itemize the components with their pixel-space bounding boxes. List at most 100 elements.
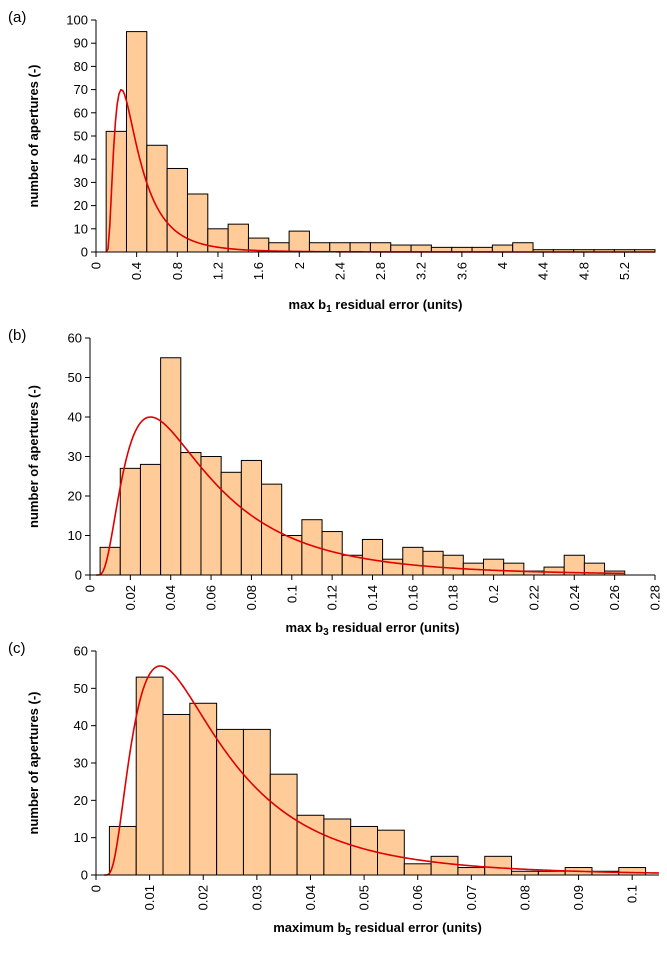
x-tick-label: 0.07	[464, 885, 479, 910]
x-tick-label: 0.8	[170, 262, 185, 280]
histogram-bar	[108, 825, 137, 876]
panel-label: (c)	[8, 640, 26, 657]
histogram-bar	[261, 483, 283, 576]
panel-label: (b)	[8, 327, 26, 344]
x-tick-label: 2	[292, 262, 307, 269]
panel-label: (a)	[8, 9, 26, 26]
y-tick-label: 20	[68, 489, 82, 504]
chart-panel-3: (c) 0 10 20 30 40 50 60 0 0.01 0.02 0.03 0.04 0.05 0.0…	[8, 640, 660, 938]
y-tick-label: 30	[74, 756, 88, 771]
histogram-bar	[369, 242, 392, 253]
x-tick-label: 0.05	[357, 885, 372, 910]
histogram-bar	[491, 244, 514, 253]
x-tick-label: 0.28	[648, 585, 663, 610]
x-tick-label: 1.6	[251, 262, 266, 280]
histogram-bar	[457, 867, 486, 876]
histogram-bar	[537, 870, 566, 876]
histogram-bar	[430, 855, 459, 876]
histogram-bar	[220, 471, 242, 576]
x-tick-label: 0.26	[607, 585, 622, 610]
x-tick-label: 2.4	[332, 262, 347, 280]
histogram-bar	[135, 676, 164, 876]
histogram-bar	[162, 713, 191, 876]
histogram-bar	[139, 463, 162, 576]
x-tick-label: 0.1	[625, 885, 640, 903]
x-tick-label: 0.09	[571, 885, 586, 910]
x-tick-label: 0.04	[163, 585, 178, 610]
y-tick-label: 30	[74, 175, 88, 190]
x-tick-label: 0.02	[196, 885, 211, 910]
histogram-bar	[216, 728, 244, 876]
histogram-bar	[160, 357, 182, 576]
x-axis-label: maximum b5 residual error (units)	[273, 920, 482, 938]
y-tick-label: 40	[68, 410, 82, 425]
x-tick-label: 3.2	[414, 262, 429, 280]
x-tick-label: 0	[89, 885, 104, 892]
y-tick-label: 60	[74, 644, 88, 659]
x-tick-label: 0.04	[303, 885, 318, 910]
histogram-bar	[543, 566, 565, 576]
chart-panel-2: (b) 0 10 20 30 40 50 60 0 0.02 0.04 0.06 0.08 0.1 0.12…	[8, 327, 663, 638]
histogram-bar	[484, 855, 513, 876]
y-axis-label: number of apertures (-)	[26, 691, 41, 834]
x-tick-label: 0.14	[365, 585, 380, 610]
x-tick-label: 0.24	[567, 585, 582, 610]
chart-panel-1: (a) 0 10 20 30 40 50 60 70 80 90 100 0 0.4 0.8 1.2 1.6 2 2…	[8, 9, 656, 315]
x-tick-label: 0.01	[142, 885, 157, 910]
x-tick-label: 0.12	[325, 585, 340, 610]
x-axis-label: max b3 residual error (units)	[286, 620, 460, 638]
x-tick-label: 1.2	[210, 262, 225, 280]
y-tick-label: 70	[74, 82, 88, 97]
histogram-bar	[146, 144, 168, 253]
histogram-bar	[227, 223, 249, 253]
histogram-bar	[422, 550, 444, 576]
histogram-bar	[323, 818, 352, 876]
y-tick-label: 10	[74, 221, 88, 236]
histogram-bar	[618, 867, 647, 876]
histogram-bar	[511, 870, 539, 876]
x-tick-label: 0.16	[405, 585, 420, 610]
y-tick-label: 0	[75, 568, 82, 583]
histogram-bar	[125, 31, 148, 253]
histogram-bar	[119, 467, 141, 576]
x-tick-label: 0.06	[204, 585, 219, 610]
histogram-bar	[442, 554, 464, 576]
histogram-bar	[200, 456, 222, 576]
histogram-bar	[296, 814, 325, 876]
y-tick-label: 90	[74, 36, 88, 51]
histogram-bar	[180, 452, 202, 576]
x-tick-label: 0.06	[410, 885, 425, 910]
histogram-bar	[482, 558, 505, 576]
y-tick-label: 40	[74, 152, 88, 167]
histogram-bar	[189, 702, 218, 876]
x-tick-label: 0.22	[526, 585, 541, 610]
x-tick-label: 2.8	[373, 262, 388, 280]
x-axis-label: max b1 residual error (units)	[289, 297, 463, 315]
histogram-bar	[308, 242, 331, 253]
histogram-bar	[242, 728, 271, 876]
x-tick-label: 0.18	[446, 585, 461, 610]
x-tick-label: 4.4	[536, 262, 551, 280]
histogram-bar	[361, 538, 384, 576]
y-tick-label: 0	[81, 245, 88, 260]
y-axis-label: number of apertures (-)	[26, 385, 41, 528]
fit-curve	[104, 665, 660, 876]
x-tick-label: 0.03	[249, 885, 264, 910]
x-tick-label: 0.08	[517, 885, 532, 910]
x-tick-label: 0	[89, 262, 104, 269]
histogram-bar	[390, 244, 412, 253]
x-tick-label: 0	[83, 585, 98, 592]
histogram-bar	[269, 773, 298, 876]
histogram-bar	[288, 230, 310, 253]
y-tick-label: 60	[74, 105, 88, 120]
y-tick-label: 0	[81, 868, 88, 883]
x-tick-label: 4	[495, 262, 510, 269]
y-axis-label: number of apertures (-)	[26, 64, 41, 207]
histogram-bar	[410, 244, 432, 253]
histogram-bar	[512, 242, 534, 253]
y-tick-label: 40	[74, 718, 88, 733]
histogram-bar	[349, 242, 371, 253]
histogram-bar	[403, 863, 432, 876]
y-tick-label: 30	[68, 449, 82, 464]
